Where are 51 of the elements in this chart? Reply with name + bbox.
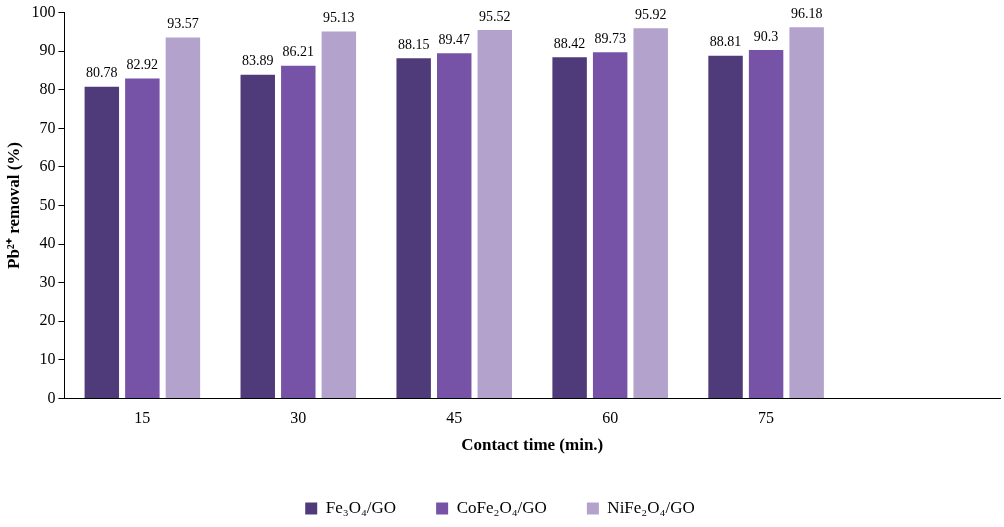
data-label: 88.81 xyxy=(709,34,742,50)
x-tick-label: 60 xyxy=(602,409,619,427)
data-label: 96.18 xyxy=(790,6,823,22)
bar xyxy=(789,27,824,398)
x-tick-label: 45 xyxy=(446,409,463,427)
y-tick-label: 80 xyxy=(39,79,56,97)
y-tick-label: 50 xyxy=(39,195,56,213)
legend-label: NiFe₂O₄/GO xyxy=(607,497,695,517)
bar xyxy=(125,78,160,398)
bar xyxy=(321,31,357,398)
bar xyxy=(281,65,316,398)
legend-label: CoFe₂O₄/GO xyxy=(456,497,547,517)
data-label: 83.89 xyxy=(242,53,274,69)
y-tick-label: 20 xyxy=(39,311,56,329)
bar xyxy=(552,57,587,398)
bar xyxy=(437,53,472,398)
data-label: 95.13 xyxy=(323,10,355,26)
y-tick-label: 60 xyxy=(39,157,56,175)
x-tick-label: 15 xyxy=(134,409,151,427)
bar xyxy=(84,86,120,398)
y-tick-label: 40 xyxy=(39,234,56,252)
bar xyxy=(240,74,275,398)
data-label: 88.15 xyxy=(397,36,430,52)
y-tick-label: 70 xyxy=(39,118,56,136)
x-tick-label: 30 xyxy=(290,409,307,427)
bar xyxy=(165,37,201,398)
bar xyxy=(396,58,431,398)
data-label: 88.42 xyxy=(553,35,586,51)
data-label: 93.57 xyxy=(167,16,199,32)
data-label: 80.78 xyxy=(86,65,118,81)
legend-label: Fe₃O₄/GO xyxy=(325,497,397,517)
data-label: 89.73 xyxy=(594,30,626,46)
x-axis-title: Contact time (min.) xyxy=(461,435,604,455)
data-label: 82.92 xyxy=(126,57,159,73)
bar xyxy=(592,52,628,398)
y-tick-label: 30 xyxy=(39,272,56,290)
data-label: 95.52 xyxy=(479,8,511,24)
data-label: 89.47 xyxy=(438,31,470,47)
data-label: 86.21 xyxy=(282,44,315,60)
bar xyxy=(633,28,668,398)
y-tick-label: 90 xyxy=(39,41,56,59)
data-label: 90.3 xyxy=(753,28,779,44)
bar xyxy=(708,55,743,398)
data-label: 95.92 xyxy=(634,7,667,23)
bar xyxy=(748,50,784,398)
y-tick-label: 0 xyxy=(47,388,56,406)
y-tick-label: 100 xyxy=(31,2,56,20)
y-tick-label: 10 xyxy=(39,350,56,368)
y-axis-title: Pb²⁺ removal (%) xyxy=(3,142,23,269)
x-tick-label: 75 xyxy=(758,409,775,427)
bar xyxy=(477,29,513,398)
